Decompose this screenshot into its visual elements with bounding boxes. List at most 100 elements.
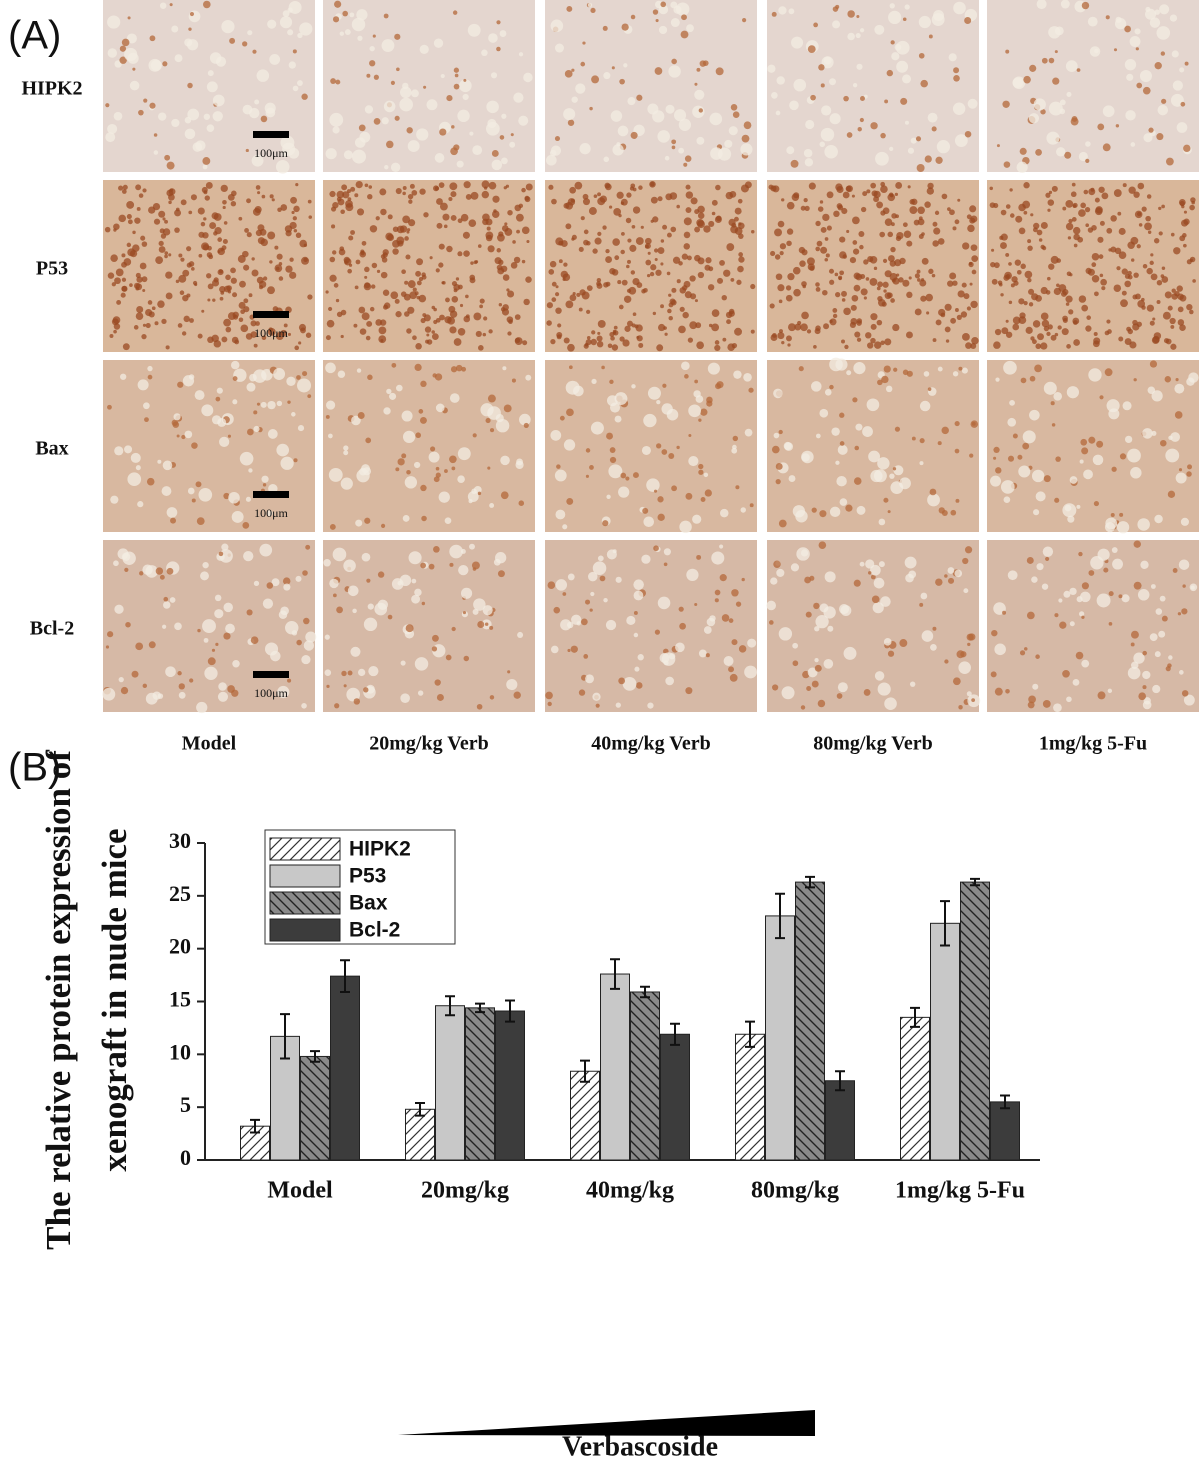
cell: [1190, 197, 1196, 203]
cell: [570, 645, 578, 653]
cell: [459, 303, 464, 308]
cell: [347, 585, 359, 597]
cell: [1003, 161, 1011, 168]
cell: [730, 278, 735, 282]
cell: [1047, 324, 1053, 330]
cell: [1111, 466, 1117, 472]
row-label: Bax: [35, 438, 68, 460]
cell: [113, 223, 120, 230]
cell: [276, 400, 283, 407]
cell: [251, 257, 255, 261]
cell: [620, 472, 627, 479]
cell: [252, 207, 261, 216]
cell: [428, 451, 440, 463]
cell: [1043, 381, 1057, 395]
cell: [619, 78, 625, 85]
cell: [826, 225, 832, 231]
cell: [277, 207, 282, 213]
cell: [135, 283, 143, 291]
cell: [105, 103, 110, 108]
cell: [678, 147, 685, 154]
cell: [714, 340, 720, 345]
cell: [704, 489, 712, 497]
cell: [632, 187, 637, 192]
cell: [815, 433, 821, 439]
cell: [174, 54, 183, 63]
cell: [775, 273, 783, 281]
cell: [1015, 215, 1023, 223]
cell: [468, 219, 477, 228]
cell: [238, 216, 243, 221]
cell: [994, 687, 1003, 696]
cell: [1056, 283, 1060, 288]
cell: [749, 503, 754, 508]
cell: [251, 269, 259, 277]
cell: [145, 322, 151, 329]
cell: [470, 261, 474, 265]
cell: [818, 541, 827, 549]
cell: [958, 661, 971, 674]
cell: [792, 266, 801, 275]
cell: [287, 7, 293, 13]
cell: [188, 210, 193, 215]
cell: [550, 19, 564, 33]
cell: [611, 344, 619, 351]
cell: [554, 469, 567, 482]
cell: [612, 238, 620, 246]
cell: [153, 150, 159, 155]
cell: [994, 328, 1002, 336]
cell: [562, 524, 568, 530]
micrograph: [767, 357, 979, 532]
cell: [381, 523, 386, 528]
cell: [264, 102, 276, 114]
cell: [824, 237, 829, 241]
cell: [811, 507, 817, 513]
cell: [211, 279, 220, 287]
cell: [926, 187, 934, 195]
cell: [1189, 583, 1198, 592]
cell: [967, 642, 971, 647]
cell: [788, 475, 796, 483]
column-label: 1mg/kg 5-Fu: [1039, 733, 1147, 755]
cell: [1134, 28, 1141, 35]
bar: [495, 1010, 525, 1161]
cell: [818, 64, 825, 71]
column-label: Model: [182, 733, 237, 755]
cell: [301, 93, 308, 100]
cell: [657, 247, 665, 254]
cell: [580, 61, 586, 67]
cell: [888, 192, 894, 197]
cell: [360, 250, 365, 256]
cell: [878, 518, 886, 526]
cell: [880, 340, 885, 346]
cell: [937, 366, 943, 372]
cell: [356, 208, 365, 216]
cell: [1005, 252, 1010, 257]
micrograph-bg: [987, 360, 1199, 532]
cell: [207, 283, 214, 290]
x-tick-label: Model: [267, 1178, 333, 1204]
cell: [487, 466, 491, 470]
cell: [416, 258, 424, 266]
cell: [665, 193, 673, 201]
cell: [966, 214, 972, 220]
cell: [696, 341, 704, 350]
cell: [889, 273, 898, 281]
cell: [1028, 302, 1034, 307]
cell: [289, 271, 297, 279]
legend-swatch: [269, 891, 341, 915]
cell: [246, 609, 253, 616]
cell: [655, 269, 662, 276]
cell: [1088, 368, 1102, 382]
cell: [381, 117, 389, 125]
cell: [490, 72, 498, 79]
cell: [1124, 58, 1137, 71]
cell: [777, 220, 785, 228]
cell: [409, 291, 418, 300]
cell: [731, 447, 738, 454]
cell: [202, 619, 216, 634]
cell: [815, 325, 821, 332]
cell: [418, 409, 424, 414]
cell: [463, 250, 470, 257]
cell: [591, 378, 597, 385]
